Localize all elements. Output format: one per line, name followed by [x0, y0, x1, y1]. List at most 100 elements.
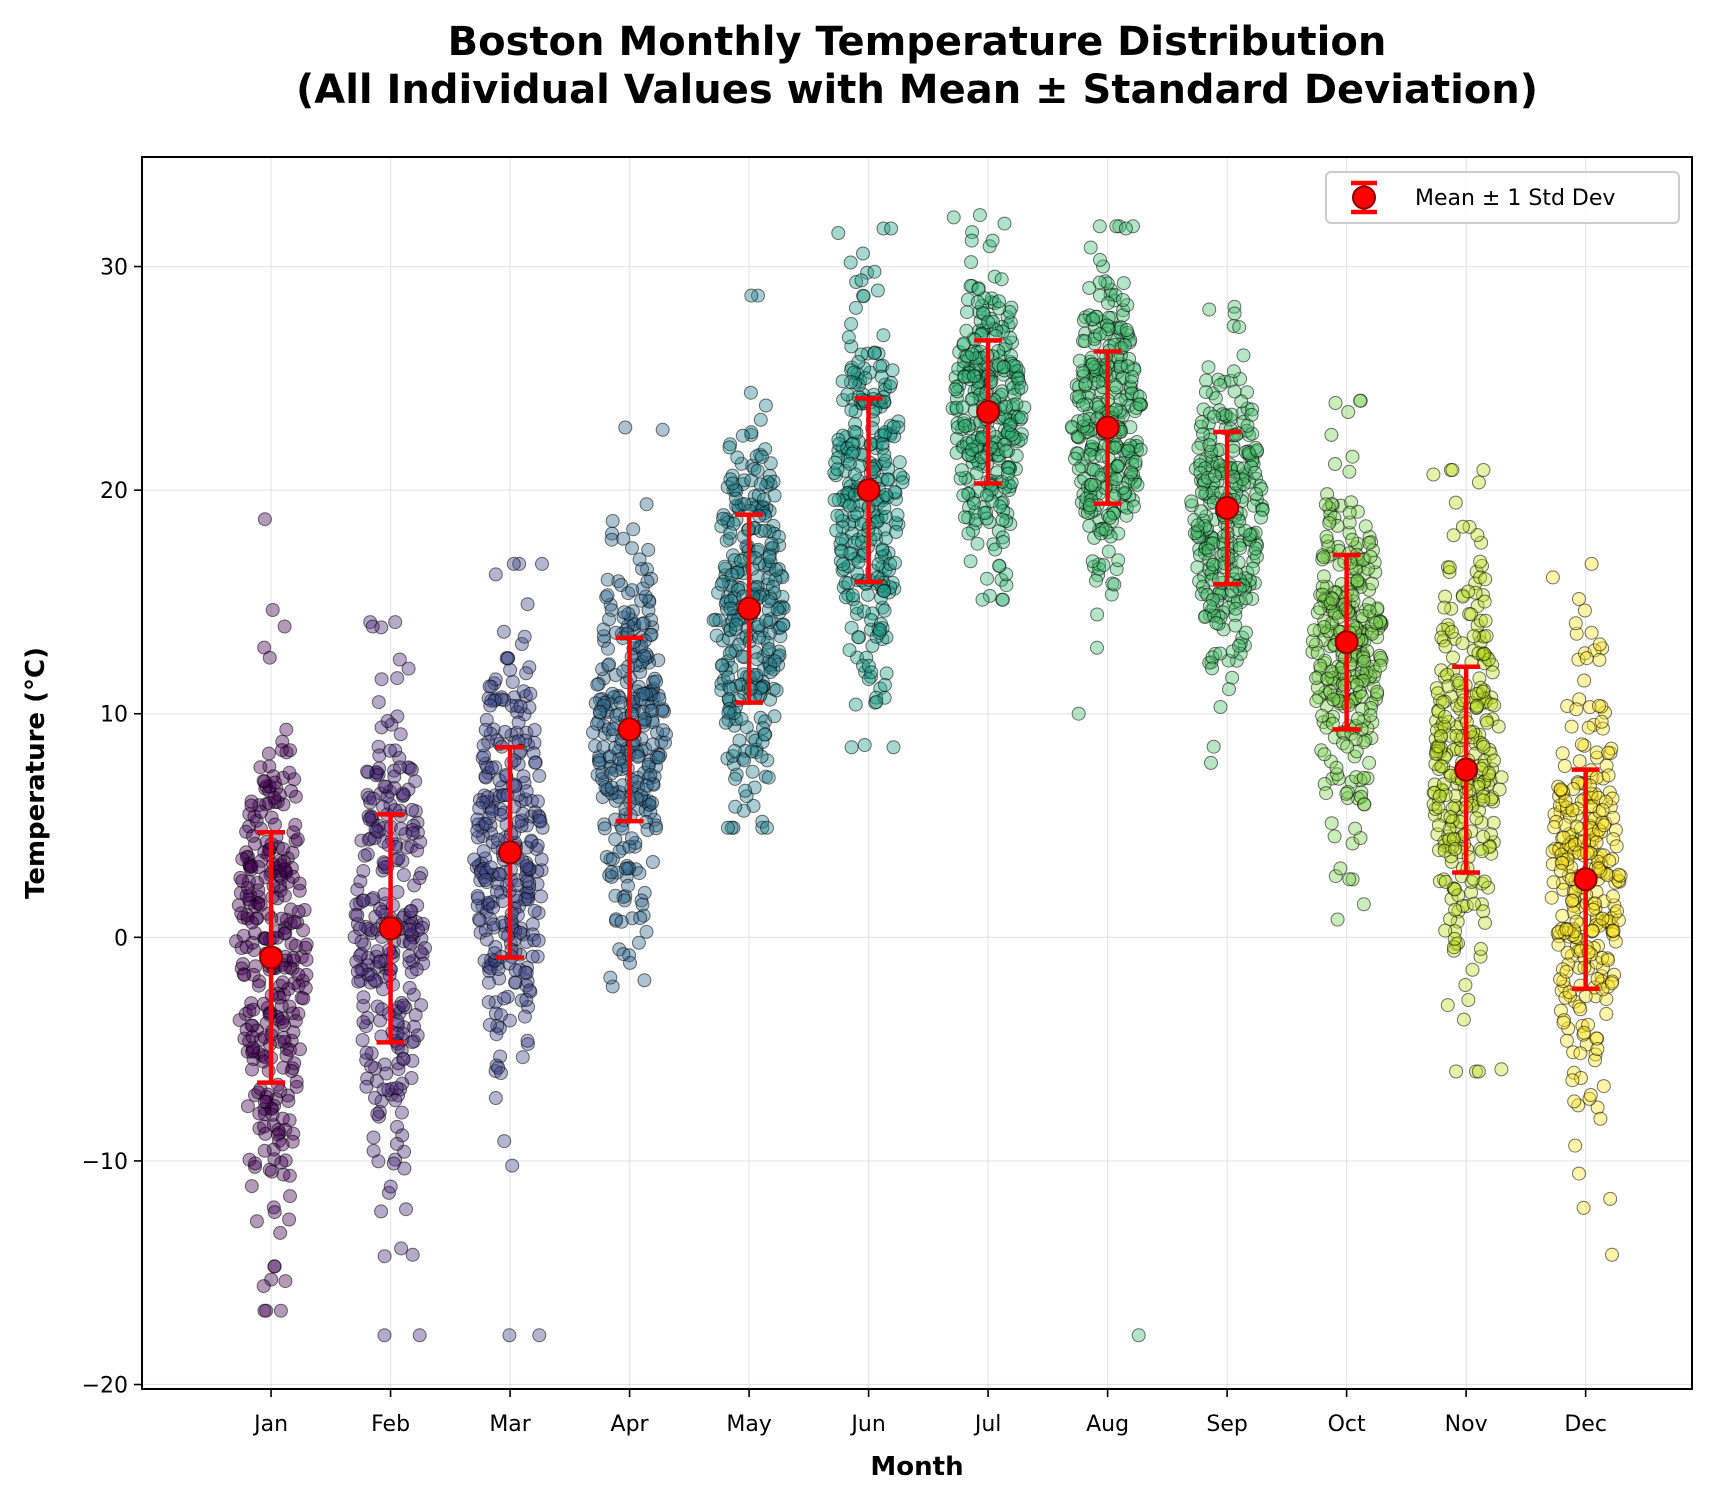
data-point: [881, 461, 896, 476]
data-point: [723, 681, 738, 696]
data-point: [1491, 719, 1506, 734]
data-point: [298, 981, 313, 995]
data-point: [413, 945, 428, 960]
data-point: [1213, 646, 1228, 661]
data-point: [515, 1050, 530, 1065]
data-point: [879, 666, 894, 681]
data-point: [472, 913, 487, 928]
data-point: [392, 652, 407, 667]
data-point: [641, 542, 656, 557]
data-point: [728, 491, 743, 506]
data-point: [478, 872, 493, 887]
data-point: [356, 893, 371, 908]
data-point: [869, 629, 884, 644]
data-point: [353, 948, 367, 963]
data-point: [997, 216, 1012, 231]
data-point: [1452, 676, 1467, 691]
data-point: [655, 703, 670, 718]
data-point: [737, 497, 752, 511]
data-point: [267, 775, 282, 790]
data-point: [267, 1259, 282, 1274]
data-point: [857, 738, 872, 752]
outlier-point: [405, 1247, 420, 1262]
data-point: [625, 541, 639, 556]
data-point: [761, 770, 776, 785]
data-point: [616, 947, 631, 962]
data-point: [1363, 549, 1378, 564]
data-point: [721, 692, 736, 707]
data-point: [1438, 709, 1452, 724]
data-point: [519, 840, 534, 855]
data-point: [639, 778, 654, 793]
data-point: [246, 1043, 261, 1058]
data-point: [291, 1006, 306, 1021]
data-point: [1609, 839, 1624, 854]
data-point: [392, 1005, 407, 1020]
data-point: [722, 646, 737, 661]
data-point: [283, 743, 298, 758]
data-point: [350, 908, 365, 923]
data-point: [600, 572, 615, 587]
data-point: [1245, 561, 1260, 576]
data-point: [275, 975, 290, 990]
data-point: [370, 1107, 385, 1121]
data-point: [1309, 694, 1324, 709]
data-point: [1578, 989, 1593, 1004]
data-point: [617, 605, 632, 620]
data-point: [1461, 993, 1476, 1007]
data-point: [532, 813, 547, 828]
data-point: [366, 1130, 381, 1145]
data-point: [275, 1015, 290, 1030]
data-point: [982, 588, 997, 603]
data-point: [873, 359, 888, 374]
data-point: [1324, 816, 1339, 831]
data-point: [395, 786, 410, 801]
data-point: [1577, 603, 1592, 618]
data-point: [265, 603, 280, 617]
data-point: [396, 1052, 411, 1067]
data-point: [753, 412, 768, 427]
data-point: [845, 588, 860, 603]
outlier-point: [603, 970, 618, 985]
data-point: [356, 990, 371, 1005]
data-point: [505, 675, 520, 689]
data-point: [239, 845, 254, 860]
data-point: [845, 446, 860, 461]
data-point: [271, 1122, 286, 1137]
data-point: [858, 371, 873, 386]
data-point: [877, 584, 891, 599]
data-point: [1568, 1138, 1583, 1153]
data-point: [412, 871, 427, 885]
data-point: [987, 269, 1002, 284]
data-point: [776, 618, 791, 633]
x-axis-label: Month: [870, 1452, 963, 1482]
data-point: [257, 1143, 272, 1158]
data-point: [829, 523, 844, 538]
data-point: [292, 883, 307, 898]
data-point: [291, 967, 306, 982]
outlier-point: [720, 820, 735, 835]
x-tick-label: May: [726, 1412, 771, 1437]
data-point: [512, 556, 527, 571]
data-point: [891, 420, 906, 435]
data-point: [597, 821, 612, 836]
data-point: [262, 650, 277, 665]
data-point: [244, 798, 259, 813]
data-point: [608, 832, 623, 847]
data-point: [359, 1045, 374, 1060]
data-point: [519, 666, 534, 681]
data-point: [965, 347, 980, 362]
data-point: [994, 272, 1009, 287]
data-point: [251, 860, 266, 874]
y-tick-label: −10: [82, 1150, 128, 1175]
data-point: [1438, 874, 1453, 889]
data-point: [288, 834, 303, 849]
data-point: [1339, 786, 1354, 801]
data-point: [827, 493, 842, 507]
data-point: [1107, 577, 1122, 592]
data-point: [506, 556, 521, 571]
data-point: [948, 382, 963, 397]
data-point: [1340, 739, 1355, 754]
data-point: [253, 760, 268, 775]
data-point: [490, 832, 505, 847]
